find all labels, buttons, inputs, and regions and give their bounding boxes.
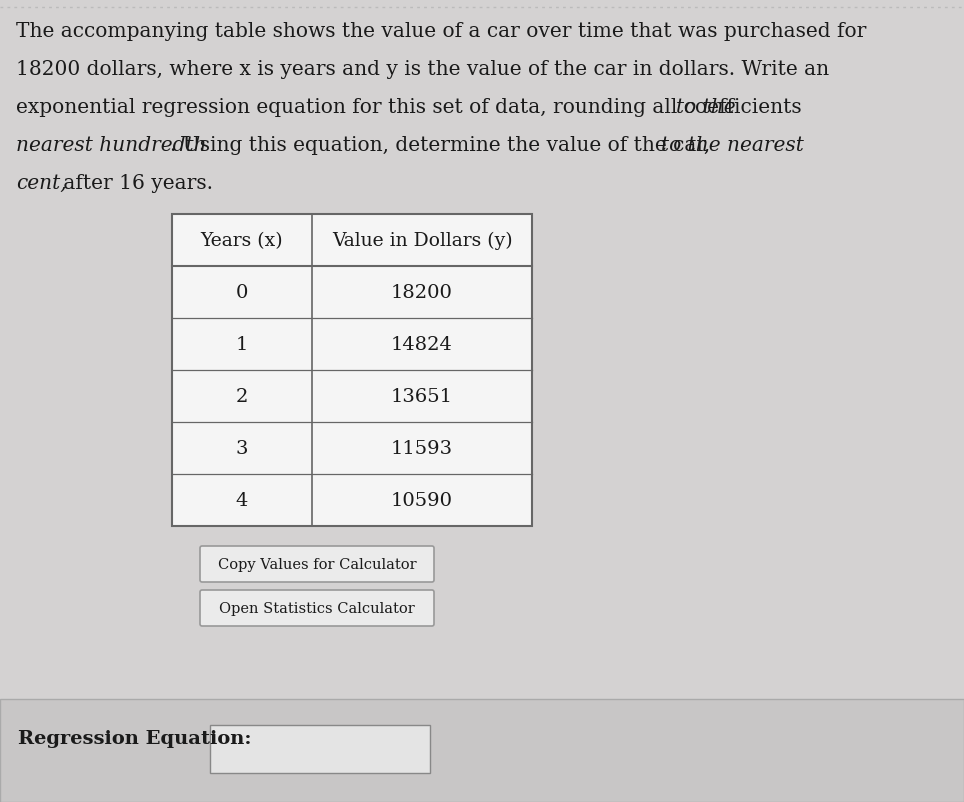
FancyBboxPatch shape bbox=[200, 590, 434, 626]
Text: to the nearest: to the nearest bbox=[661, 136, 804, 155]
Bar bbox=[210, 725, 430, 773]
Text: . Using this equation, determine the value of the car,: . Using this equation, determine the val… bbox=[170, 136, 716, 155]
Text: Copy Values for Calculator: Copy Values for Calculator bbox=[218, 557, 416, 571]
Text: 0: 0 bbox=[236, 284, 248, 302]
Text: 18200 dollars, where x is years and y is the value of the car in dollars. Write : 18200 dollars, where x is years and y is… bbox=[16, 60, 829, 79]
Text: 13651: 13651 bbox=[391, 387, 453, 406]
Text: to the: to the bbox=[676, 98, 736, 117]
FancyBboxPatch shape bbox=[200, 546, 434, 582]
Text: cent,: cent, bbox=[16, 174, 67, 192]
Text: nearest hundredth: nearest hundredth bbox=[16, 136, 206, 155]
Text: 3: 3 bbox=[236, 439, 249, 457]
Text: Regression Equation:: Regression Equation: bbox=[18, 729, 252, 747]
Text: exponential regression equation for this set of data, rounding all coefficients: exponential regression equation for this… bbox=[16, 98, 808, 117]
Text: 2: 2 bbox=[236, 387, 248, 406]
Bar bbox=[0, 699, 964, 802]
Text: Years (x): Years (x) bbox=[201, 232, 283, 249]
Text: 10590: 10590 bbox=[391, 492, 453, 509]
Text: 14824: 14824 bbox=[391, 335, 453, 354]
Text: after 16 years.: after 16 years. bbox=[57, 174, 213, 192]
Text: Open Statistics Calculator: Open Statistics Calculator bbox=[219, 602, 415, 615]
Text: 4: 4 bbox=[236, 492, 248, 509]
Text: Value in Dollars (y): Value in Dollars (y) bbox=[332, 232, 512, 249]
Text: 1: 1 bbox=[236, 335, 248, 354]
Text: 11593: 11593 bbox=[391, 439, 453, 457]
Bar bbox=[172, 215, 532, 526]
Text: 18200: 18200 bbox=[391, 284, 453, 302]
Text: The accompanying table shows the value of a car over time that was purchased for: The accompanying table shows the value o… bbox=[16, 22, 867, 41]
